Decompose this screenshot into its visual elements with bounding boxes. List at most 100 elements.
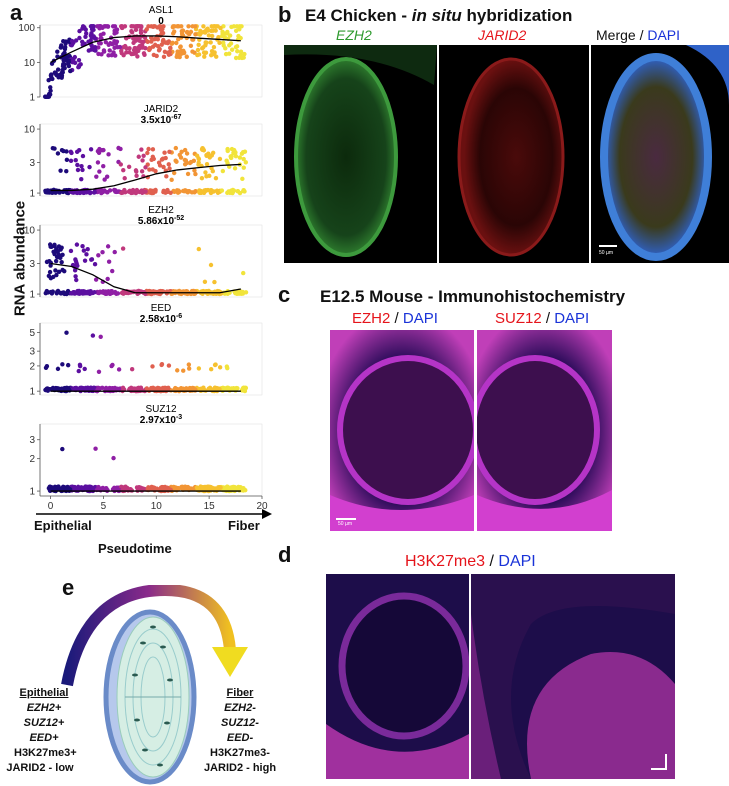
data-point — [93, 446, 98, 451]
data-point — [198, 28, 203, 34]
data-point — [241, 188, 247, 194]
data-point — [56, 75, 61, 80]
data-point — [66, 486, 71, 491]
data-point — [236, 33, 241, 39]
trend-line — [50, 163, 241, 192]
y-tick-label: 1 — [29, 387, 35, 398]
data-point — [87, 164, 92, 170]
data-point — [77, 386, 83, 392]
data-point — [75, 167, 81, 173]
data-point — [225, 291, 230, 296]
data-point — [185, 30, 191, 36]
data-point — [208, 262, 214, 268]
trend-line — [50, 35, 241, 63]
data-point — [235, 49, 240, 54]
data-point — [212, 362, 218, 368]
data-point — [196, 160, 201, 165]
data-point — [227, 33, 233, 38]
data-point — [197, 32, 203, 37]
y-axis-title: RNA abundance — [11, 200, 29, 317]
data-point — [139, 24, 144, 30]
data-point — [210, 485, 215, 491]
data-point — [46, 77, 51, 83]
data-point — [68, 248, 74, 254]
data-point — [201, 24, 206, 29]
data-point — [117, 44, 123, 50]
data-point — [190, 49, 195, 54]
data-point — [213, 24, 219, 29]
y-tick-label: 1 — [29, 290, 35, 301]
data-point — [77, 35, 82, 41]
data-point — [101, 48, 107, 53]
y-tick-label: 3 — [29, 259, 35, 270]
data-point — [64, 168, 69, 174]
data-point — [129, 366, 135, 372]
ihc-label-suz12: SUZ12 / DAPI — [495, 310, 590, 327]
data-point — [82, 366, 87, 372]
data-point — [157, 24, 163, 29]
data-point — [118, 146, 123, 152]
fiber-marker: SUZ12- — [221, 717, 259, 729]
data-point — [166, 363, 172, 368]
data-point — [66, 63, 72, 69]
data-point — [95, 24, 100, 29]
data-point — [71, 40, 76, 45]
data-point — [202, 54, 207, 59]
data-point — [101, 147, 106, 153]
gene-name: ASL1 — [149, 5, 174, 16]
data-point — [108, 289, 114, 295]
data-point — [147, 47, 152, 53]
data-point — [119, 48, 124, 54]
y-tick-label: 2 — [29, 361, 35, 372]
data-point — [76, 58, 82, 63]
data-point — [110, 41, 115, 47]
data-point — [169, 177, 174, 183]
data-point — [77, 28, 82, 34]
panel-label-d: d — [278, 542, 292, 567]
data-point — [133, 27, 139, 33]
data-point — [131, 47, 137, 53]
data-point — [106, 152, 111, 157]
data-point — [44, 94, 49, 99]
data-point — [241, 270, 246, 276]
data-point — [96, 253, 101, 258]
data-point — [44, 387, 49, 393]
data-point — [209, 33, 215, 39]
data-point — [151, 156, 156, 162]
data-point — [164, 174, 169, 179]
data-point — [77, 289, 82, 294]
p-value: 2.97x10-3 — [140, 414, 182, 426]
data-point — [64, 157, 70, 163]
data-point — [241, 165, 246, 170]
data-point — [157, 487, 163, 493]
data-point — [172, 24, 177, 29]
data-point — [86, 48, 92, 53]
data-point — [215, 386, 221, 392]
data-point — [136, 385, 141, 391]
data-point — [180, 386, 186, 391]
data-point — [192, 168, 197, 173]
data-point — [96, 484, 101, 490]
data-point — [79, 176, 84, 182]
data-point — [227, 51, 232, 56]
data-point — [181, 368, 186, 373]
data-point — [232, 166, 238, 171]
data-point — [218, 25, 223, 31]
data-point — [98, 334, 103, 340]
data-point — [203, 40, 208, 45]
fiber-marker: EZH2- — [224, 702, 256, 714]
data-point — [202, 188, 207, 193]
data-point — [116, 367, 122, 372]
data-point — [80, 244, 85, 249]
data-point — [73, 274, 78, 279]
data-point — [85, 247, 90, 252]
data-point — [98, 488, 103, 493]
lens-diagram — [61, 585, 248, 785]
data-point — [165, 189, 170, 194]
data-point — [84, 291, 90, 296]
data-point — [96, 45, 101, 50]
data-point — [157, 163, 163, 168]
data-point — [114, 30, 119, 35]
data-point — [213, 176, 219, 181]
data-point — [75, 162, 80, 168]
